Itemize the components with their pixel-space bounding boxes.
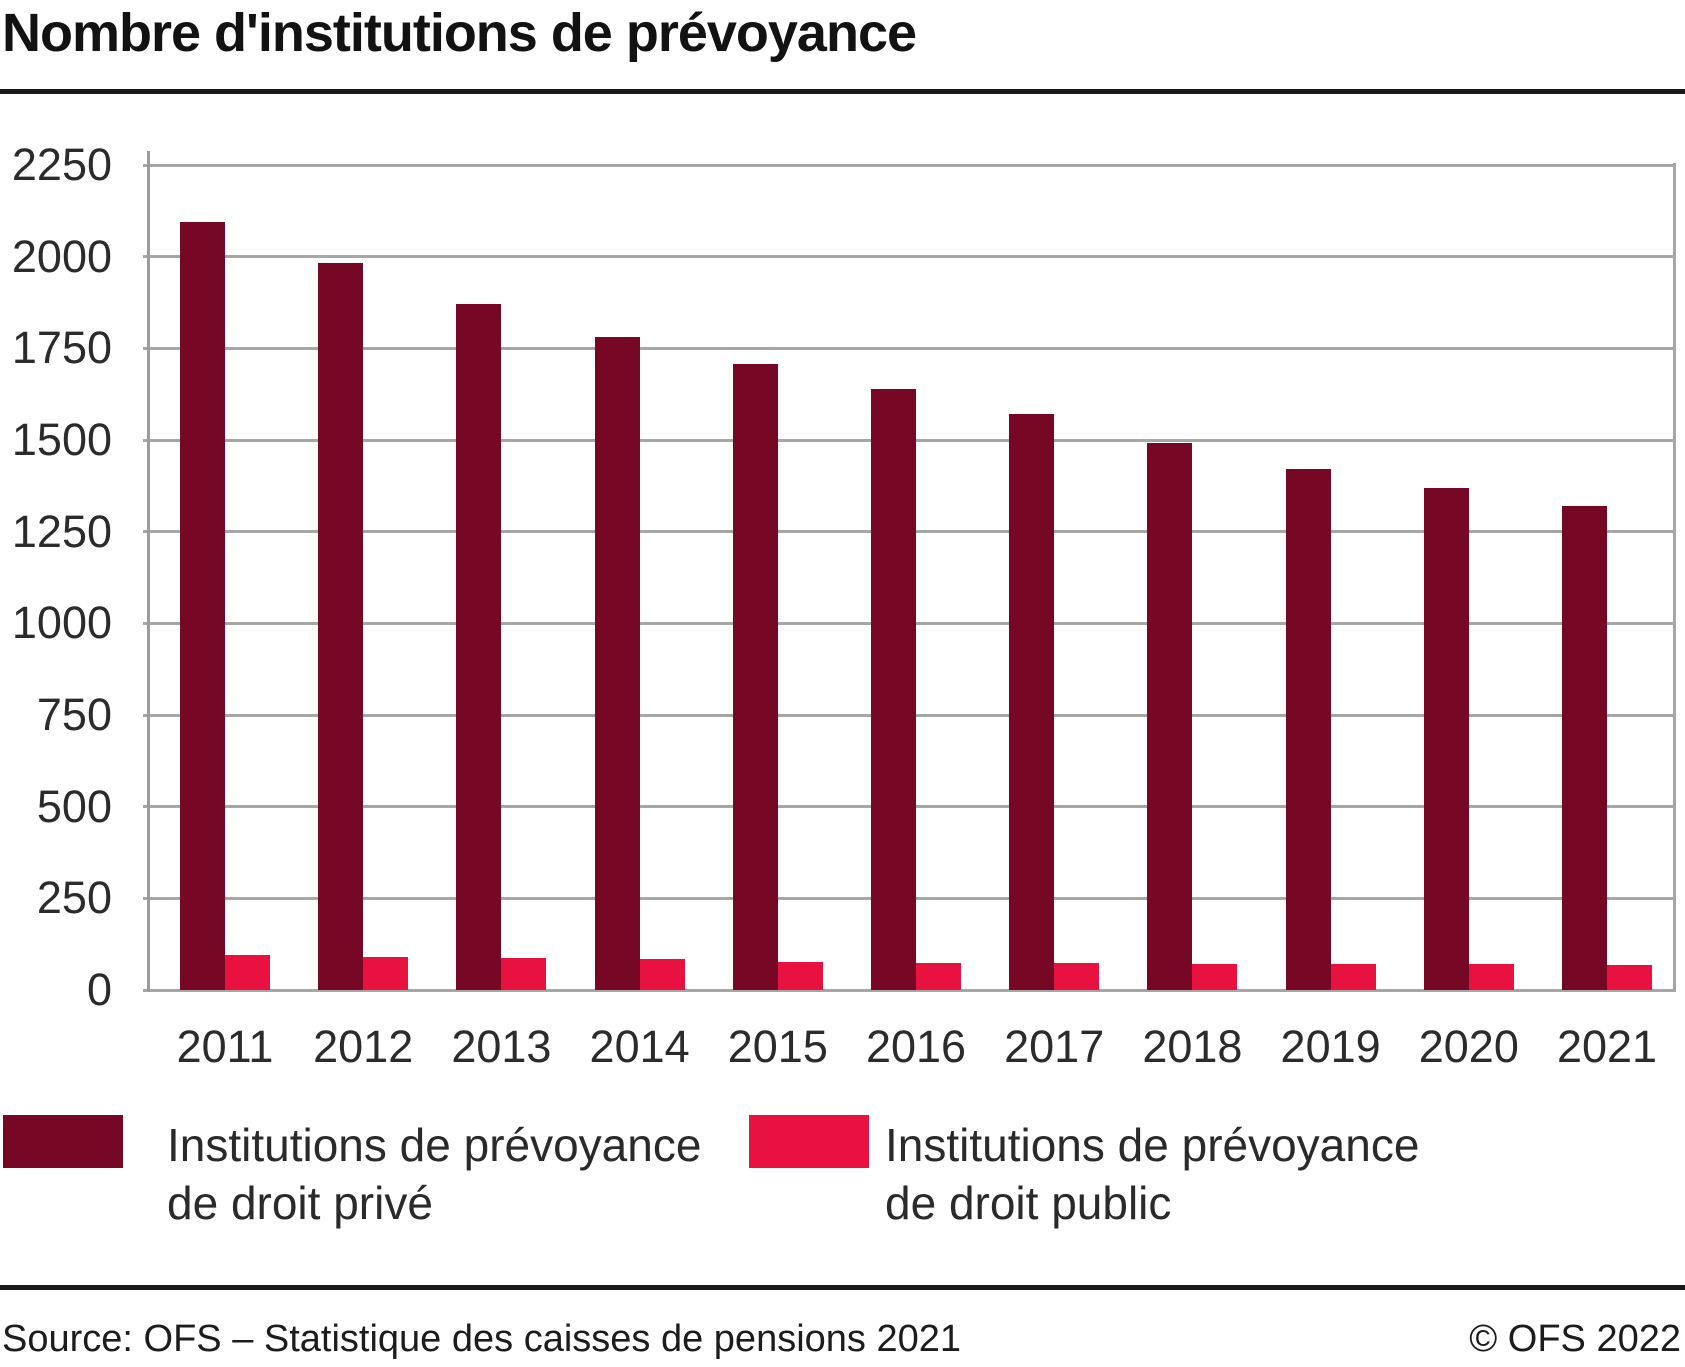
bar-private-2020 <box>1423 488 1469 990</box>
y-tick-label-0: 0 <box>86 964 112 1015</box>
bar-private-2015 <box>732 364 778 990</box>
bar-private-2014 <box>594 336 640 990</box>
legend: Institutions de prévoyance de droit priv… <box>0 1113 1685 1243</box>
gridline-2250 <box>143 163 1676 167</box>
y-tick-label-1750: 1750 <box>11 322 112 374</box>
legend-label-public-line2: de droit public <box>885 1177 1172 1229</box>
bar-public-2017 <box>1054 963 1100 990</box>
bar-private-2019 <box>1285 468 1331 990</box>
bar-public-2014 <box>639 959 685 990</box>
bar-private-2021 <box>1562 505 1607 990</box>
page-title: Nombre d'institutions de prévoyance <box>2 3 917 63</box>
y-tick-label-2250: 2250 <box>11 139 112 190</box>
gridline-2000 <box>143 255 1676 259</box>
bar-public-2011 <box>225 954 270 990</box>
bar-private-2016 <box>871 389 916 990</box>
x-tick-label-2012: 2012 <box>313 1021 414 1072</box>
bar-public-2020 <box>1468 964 1514 990</box>
bar-private-2017 <box>1009 414 1055 990</box>
x-tick-label-2017: 2017 <box>1004 1021 1105 1072</box>
y-axis-line <box>147 151 150 992</box>
bar-private-2012 <box>318 262 364 990</box>
title-rule <box>0 89 1685 94</box>
x-tick-label-2020: 2020 <box>1418 1021 1519 1072</box>
legend-label-public: Institutions de prévoyance de droit publ… <box>885 1116 1419 1232</box>
x-tick-label-2014: 2014 <box>589 1021 690 1072</box>
bar-public-2013 <box>501 958 547 990</box>
y-tick-label-250: 250 <box>36 872 112 924</box>
legend-label-private: Institutions de prévoyance de droit priv… <box>167 1116 701 1232</box>
bar-public-2016 <box>916 962 961 990</box>
gridline-1750 <box>143 346 1676 350</box>
bar-private-2013 <box>456 304 502 990</box>
x-tick-label-2015: 2015 <box>727 1021 828 1072</box>
legend-label-private-line2: de droit privé <box>167 1177 433 1229</box>
y-tick-label-1500: 1500 <box>11 414 112 465</box>
x-tick-label-2021: 2021 <box>1556 1021 1658 1072</box>
x-tick-label-2019: 2019 <box>1280 1021 1381 1072</box>
plot-right-border <box>1673 163 1676 992</box>
bar-public-2019 <box>1330 964 1376 990</box>
source-text: Source: OFS – Statistique des caisses de… <box>2 1318 961 1360</box>
legend-swatch-public <box>749 1115 869 1168</box>
legend-label-private-line1: Institutions de prévoyance <box>167 1119 702 1171</box>
bar-private-2011 <box>180 221 225 990</box>
x-tick-label-2013: 2013 <box>451 1021 552 1072</box>
x-tick-label-2016: 2016 <box>865 1021 967 1072</box>
footer-rule <box>0 1285 1685 1290</box>
y-tick-label-1250: 1250 <box>11 505 112 557</box>
x-tick-label-2018: 2018 <box>1142 1021 1243 1072</box>
x-tick-label-2011: 2011 <box>176 1021 274 1072</box>
bar-public-2021 <box>1607 965 1652 990</box>
bar-private-2018 <box>1147 442 1193 990</box>
plot-area: 0 250 500 750 1000 1250 1500 1750 2000 2250 <box>0 141 1685 1014</box>
copyright-text: © OFS 2022 <box>1469 1318 1681 1360</box>
legend-swatch-private <box>3 1115 123 1168</box>
gridline-0 <box>143 988 1676 992</box>
bar-public-2015 <box>777 962 823 990</box>
bar-public-2012 <box>363 957 409 990</box>
y-tick-label-2000: 2000 <box>11 230 112 282</box>
y-tick-label-1000: 1000 <box>11 597 112 649</box>
y-tick-label-500: 500 <box>36 780 112 832</box>
y-tick-label-750: 750 <box>36 689 112 740</box>
legend-label-public-line1: Institutions de prévoyance <box>885 1119 1420 1171</box>
bar-public-2018 <box>1192 964 1238 990</box>
